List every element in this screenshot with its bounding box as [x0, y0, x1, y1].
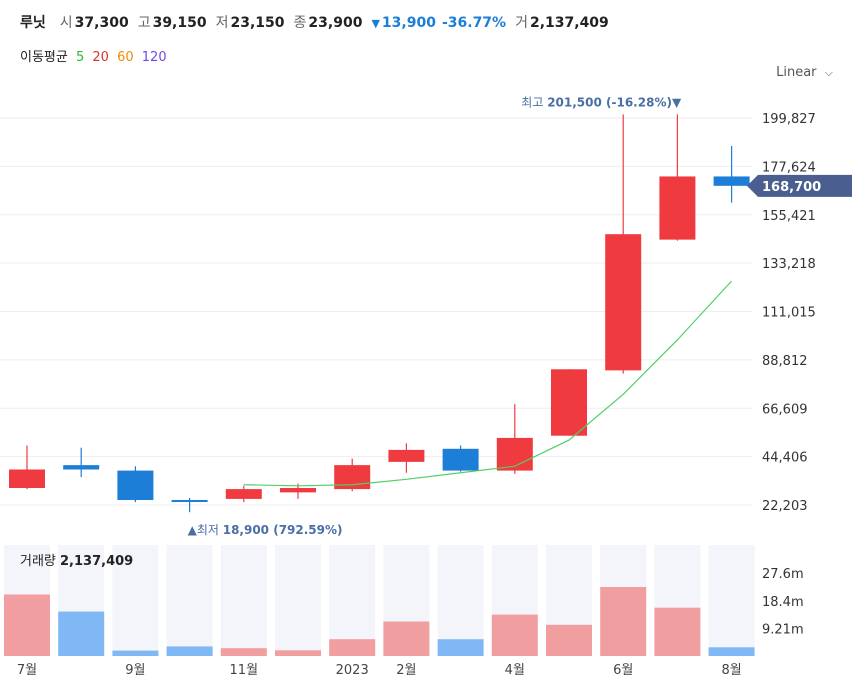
ma-5[interactable]: 5: [75, 50, 85, 65]
open-value: 37,300: [74, 15, 129, 31]
ma-120[interactable]: 120: [141, 50, 167, 65]
close-label: 종: [293, 15, 307, 31]
x-tick-label: 7월: [17, 663, 37, 678]
price-tick-label: 22,203: [762, 499, 808, 514]
volume-bar-background: [166, 545, 213, 656]
x-tick-label: 11월: [230, 663, 259, 678]
scale-toggle[interactable]: Linear ⌵: [776, 65, 833, 80]
volume-bar: [654, 607, 701, 656]
x-tick-label: 6월: [613, 663, 633, 678]
volume-bar-background: [329, 545, 376, 656]
price-tick-label: 88,812: [762, 354, 808, 369]
chevron-down-icon: ⌵: [824, 66, 833, 79]
change-value: 13,900: [381, 15, 436, 31]
volume-tick-label: 18.4m: [762, 595, 804, 610]
volume-label: 거: [515, 15, 528, 31]
high-label: 고: [137, 15, 151, 31]
volume-bar: [329, 639, 376, 656]
volume-panel-title: 거래량 2,137,409: [20, 554, 133, 569]
current-price-badge: [747, 174, 852, 197]
x-tick-label: 9월: [125, 663, 145, 678]
volume-bar: [166, 646, 213, 656]
volume-bar-background: [437, 545, 484, 656]
volume-bar: [546, 624, 592, 656]
volume-tick-label: 27.6m: [762, 567, 804, 582]
price-summary: 루닛 시 37,300 고 39,150 저 23,150 종 23,900 ▼…: [20, 12, 618, 32]
volume-bar: [437, 639, 484, 656]
candle-body: [9, 469, 45, 489]
price-tick-label: 155,421: [762, 209, 816, 224]
volume-tick-label: 9.21m: [762, 622, 804, 637]
low-label: 저: [215, 15, 229, 31]
volume-bar: [491, 614, 538, 656]
volume-bar: [708, 647, 755, 656]
moving-average-legend: 이동평균 5 20 60 120: [20, 46, 171, 65]
scale-label: Linear: [776, 65, 817, 80]
volume-bar: [220, 648, 267, 656]
x-tick-label: 2월: [396, 663, 416, 678]
volume-bar: [4, 594, 50, 656]
x-tick-label: 4월: [505, 663, 525, 678]
candle-body: [388, 449, 425, 462]
price-tick-label: 44,406: [762, 451, 808, 466]
moving-average-line: [243, 280, 733, 487]
candle-body: [225, 489, 262, 499]
volume-bar: [58, 611, 105, 656]
change-percent: -36.77%: [441, 15, 507, 31]
volume-bar-background: [708, 545, 755, 656]
price-tick-label: 199,827: [762, 112, 816, 127]
price-tick-label: 111,015: [762, 306, 816, 321]
x-tick-label: 2023: [336, 663, 369, 678]
candle-body: [496, 437, 533, 471]
volume-bar: [112, 650, 159, 656]
candle-body: [63, 465, 100, 470]
low-value: 23,150: [230, 15, 285, 31]
candle-body: [442, 448, 479, 471]
candle-body: [605, 234, 642, 371]
volume-bar-background: [112, 545, 159, 656]
candle-body: [171, 499, 208, 502]
candle-body: [334, 465, 371, 490]
down-triangle-icon: ▼: [371, 17, 380, 30]
max-price-marker: 최고 201,500 (-16.28%)▼: [521, 95, 682, 109]
candle-body: [280, 488, 316, 493]
current-price-label: 168,700: [762, 180, 821, 195]
candle-body: [117, 470, 154, 500]
volume-bar: [600, 587, 647, 656]
price-tick-label: 133,218: [762, 257, 816, 272]
ma-title: 이동평균: [20, 50, 68, 65]
price-tick-label: 66,609: [762, 402, 808, 417]
min-price-marker: ▲최저 18,900 (792.59%): [188, 523, 343, 537]
volume-bar-background: [275, 545, 321, 656]
ma-20[interactable]: 20: [92, 50, 109, 65]
candle-body: [659, 176, 696, 240]
volume-value: 2,137,409: [529, 15, 609, 31]
open-label: 시: [59, 15, 73, 31]
volume-bar: [383, 621, 430, 656]
close-value: 23,900: [308, 15, 363, 31]
high-value: 39,150: [152, 15, 207, 31]
stock-name: 루닛: [20, 15, 46, 31]
candle-body: [713, 176, 750, 186]
candle-body: [551, 369, 587, 436]
x-tick-label: 8월: [721, 663, 741, 678]
volume-bar: [275, 650, 321, 656]
price-tick-label: 177,624: [762, 160, 816, 175]
ma-60[interactable]: 60: [117, 50, 134, 65]
volume-bar-background: [220, 545, 267, 656]
